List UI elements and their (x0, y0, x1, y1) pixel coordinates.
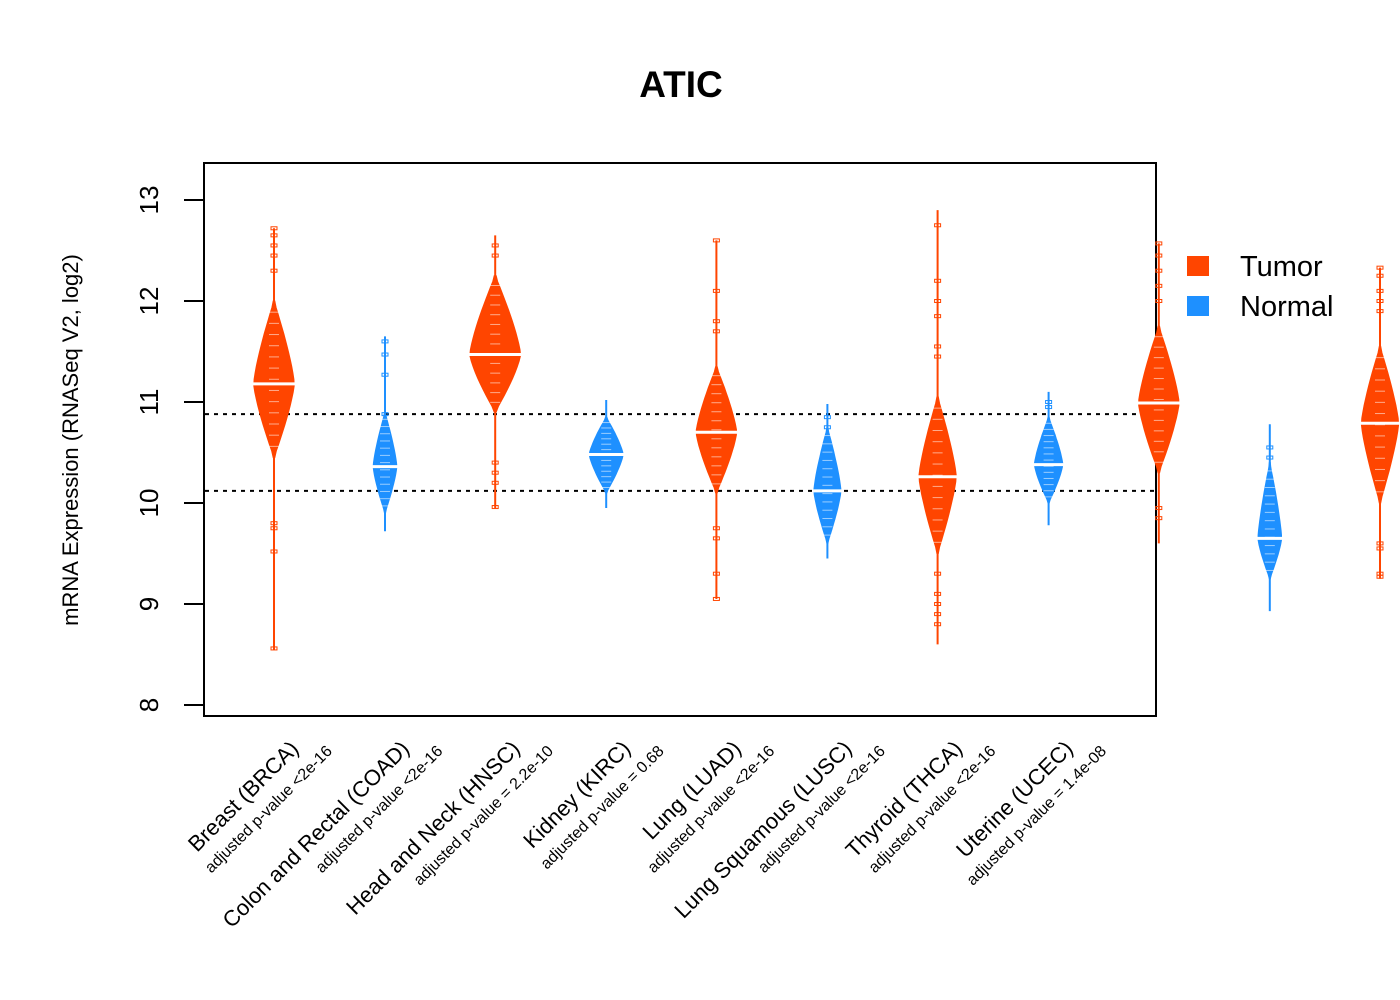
y-axis-label: mRNA Expression (RNASeq V2, log2) (58, 254, 83, 626)
outlier-point (934, 571, 942, 576)
outlier-point (1376, 265, 1384, 270)
outlier-point (934, 278, 942, 283)
outlier-point (491, 243, 499, 248)
outlier-point (1045, 400, 1053, 404)
outlier-point (712, 238, 720, 243)
outlier-point (712, 526, 720, 531)
outlier-point (491, 253, 499, 258)
outlier-point (934, 344, 942, 349)
outlier-point (934, 612, 942, 617)
chart-title: ATIC (639, 64, 723, 105)
outlier-point (712, 319, 720, 324)
outlier-point (712, 536, 720, 541)
normal-violin (588, 399, 625, 509)
y-tick-label: 12 (134, 287, 164, 316)
outlier-point (491, 480, 499, 485)
outlier-point (934, 591, 942, 596)
outlier-point (823, 425, 831, 430)
outlier-point (270, 233, 278, 238)
outlier-point (1376, 288, 1384, 293)
normal-violin (372, 336, 398, 532)
legend-label-normal: Normal (1240, 291, 1333, 323)
normal-violin (1256, 424, 1283, 612)
outlier-point (1376, 546, 1384, 551)
outlier-point (712, 288, 720, 293)
outlier-point (381, 372, 389, 377)
outlier-point (270, 646, 278, 651)
outlier-point (1155, 253, 1163, 258)
y-tick-label: 10 (134, 489, 164, 518)
outlier-point (1376, 273, 1384, 278)
outlier-point (1376, 541, 1384, 546)
outlier-point (270, 253, 278, 258)
y-tick-label: 9 (134, 597, 164, 611)
violins (252, 210, 1400, 651)
y-tick-label: 13 (134, 186, 164, 215)
outlier-point (491, 505, 499, 510)
outlier-point (712, 596, 720, 601)
x-axis-labels: Breast (BRCA)adjusted p-value <2e-16Colo… (183, 736, 1110, 933)
outlier-point (491, 470, 499, 475)
outlier-point (934, 354, 942, 359)
tumor-violin (695, 238, 738, 601)
y-axis: 8 9 10 11 12 13 (134, 186, 204, 712)
outlier-point (1155, 283, 1163, 288)
outlier-point (934, 314, 942, 319)
outlier-point (381, 339, 389, 344)
tumor-violin (1137, 241, 1181, 544)
outlier-point (270, 243, 278, 248)
outlier-point (1155, 241, 1163, 246)
outlier-point (381, 352, 389, 357)
outlier-point (1045, 405, 1053, 410)
outlier-point (1155, 516, 1163, 521)
outlier-point (1266, 455, 1274, 460)
outlier-point (270, 226, 278, 231)
normal-violin (1033, 391, 1064, 526)
outlier-point (270, 549, 278, 554)
tumor-violin (252, 226, 296, 651)
legend-swatch-tumor (1187, 256, 1209, 276)
outlier-point (1155, 268, 1163, 273)
outlier-point (712, 571, 720, 576)
plot-frame (203, 162, 1157, 717)
outlier-point (270, 526, 278, 531)
y-tick-label: 11 (134, 389, 164, 416)
outlier-point (934, 622, 942, 627)
tumor-violin (917, 210, 958, 645)
normal-violin (812, 404, 842, 559)
legend-label-tumor: Tumor (1240, 251, 1323, 283)
y-tick-label: 8 (134, 698, 164, 712)
tumor-violin (1360, 265, 1400, 579)
outlier-point (1155, 506, 1163, 511)
tumor-violin (468, 235, 522, 510)
outlier-point (270, 268, 278, 273)
outlier-point (1376, 299, 1384, 303)
legend-swatch-normal (1187, 296, 1209, 316)
outlier-point (1376, 574, 1384, 579)
outlier-point (1266, 445, 1274, 450)
outlier-point (1376, 309, 1384, 314)
outlier-point (1155, 299, 1163, 303)
outlier-point (934, 223, 942, 228)
outlier-point (934, 602, 942, 606)
outlier-point (270, 521, 278, 526)
legend: Tumor Normal (1187, 251, 1333, 323)
outlier-point (823, 415, 831, 420)
outlier-point (712, 329, 720, 334)
outlier-point (491, 460, 499, 465)
outlier-point (381, 412, 389, 417)
reference-lines (205, 413, 1155, 492)
outlier-point (934, 299, 942, 303)
